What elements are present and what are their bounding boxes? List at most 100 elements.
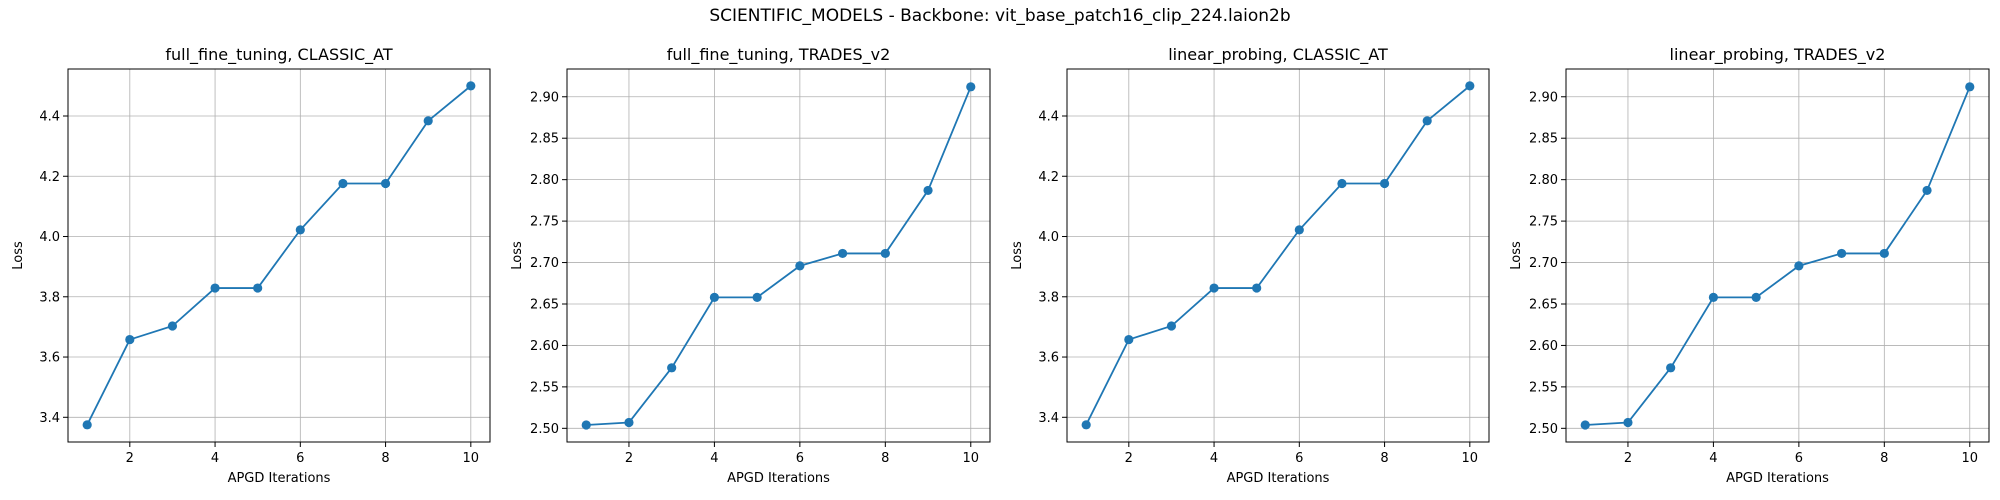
y-tick-label: 3.8 — [1038, 290, 1059, 305]
y-tick-label: 4.4 — [1038, 110, 1059, 125]
data-point — [210, 283, 220, 293]
data-point — [581, 420, 591, 430]
y-tick-label: 4.2 — [39, 170, 60, 185]
y-axis-label: Loss — [11, 241, 26, 270]
series-line — [86, 85, 472, 426]
y-tick-label: 2.60 — [530, 339, 559, 354]
data-point — [1836, 248, 1847, 259]
data-point — [795, 261, 805, 271]
data-point — [837, 248, 848, 259]
data-point — [253, 283, 263, 293]
x-tick-label: 6 — [1295, 451, 1303, 466]
data-point — [1252, 283, 1262, 293]
y-axis-label: Loss — [1010, 241, 1025, 270]
data-point — [1708, 292, 1719, 302]
y-tick-label: 4.0 — [1038, 230, 1059, 245]
y-tick-label: 2.55 — [530, 380, 559, 395]
x-tick-label: 4 — [1210, 451, 1218, 466]
y-tick-label: 2.50 — [530, 422, 559, 437]
x-tick-label: 10 — [1961, 451, 1978, 466]
subplot-3: 2 4 6 8 10 3.4 3.6 3.8 4.0 4.2 4.4 linear_probing, … — [1010, 45, 1490, 486]
x-tick-label: 10 — [962, 451, 979, 466]
data-point — [380, 178, 391, 189]
data-point — [423, 116, 433, 126]
data-point — [1922, 185, 1932, 196]
subplot-title: linear_probing, CLASSIC_AT — [1168, 45, 1388, 65]
x-tick-label: 6 — [796, 451, 804, 466]
axes-frame — [1565, 68, 1990, 443]
y-tick-label: 4.2 — [1038, 170, 1059, 185]
x-axis-label: APGD Iterations — [1227, 471, 1330, 486]
x-tick-label: 2 — [1624, 451, 1632, 466]
x-tick-label: 2 — [126, 451, 134, 466]
y-tick-label: 2.65 — [1529, 297, 1558, 312]
data-point — [338, 178, 348, 189]
y-tick-label: 2.70 — [530, 256, 559, 271]
axes-frame — [566, 68, 991, 443]
y-tick-label: 3.4 — [39, 411, 60, 426]
y-tick-label: 2.50 — [1529, 422, 1558, 437]
x-tick-label: 6 — [296, 451, 304, 466]
y-tick-label: 2.80 — [530, 173, 559, 188]
x-tick-label: 4 — [211, 451, 219, 466]
x-tick-label: 2 — [1125, 451, 1133, 466]
y-tick-label: 3.4 — [1038, 411, 1059, 426]
data-point — [1294, 225, 1304, 235]
x-axis-label: APGD Iterations — [727, 471, 830, 486]
data-point — [709, 292, 720, 302]
subplot-title: full_fine_tuning, CLASSIC_AT — [165, 45, 393, 65]
x-tick-label: 8 — [881, 451, 889, 466]
y-tick-label: 2.70 — [1529, 256, 1558, 271]
y-tick-label: 2.75 — [530, 215, 559, 230]
x-tick-label: 8 — [381, 451, 389, 466]
y-tick-label: 2.65 — [530, 297, 559, 312]
data-point — [966, 82, 976, 92]
subplot-4: 2 4 6 8 10 2.50 2.55 2.60 2.65 2.70 2.75 2.80 2.85 2.… — [1509, 45, 1990, 486]
data-point — [1965, 82, 1975, 92]
axes-frame — [67, 68, 491, 443]
series-line — [586, 86, 972, 426]
figure-suptitle: SCIENTIFIC_MODELS - Backbone: vit_base_p… — [709, 6, 1291, 26]
data-point — [1337, 178, 1347, 189]
data-point — [82, 420, 92, 430]
data-point — [624, 417, 634, 428]
y-tick-label: 3.6 — [39, 351, 60, 366]
x-tick-label: 4 — [710, 451, 718, 466]
data-point — [1124, 334, 1134, 345]
y-tick-label: 2.75 — [1529, 215, 1558, 230]
data-point — [1794, 261, 1804, 271]
data-point — [125, 334, 135, 345]
data-point — [1209, 283, 1219, 293]
data-point — [1623, 417, 1633, 428]
y-tick-label: 2.55 — [1529, 380, 1558, 395]
data-point — [1422, 116, 1432, 126]
y-tick-label: 4.4 — [39, 110, 60, 125]
y-tick-label: 2.85 — [1529, 132, 1558, 147]
data-point — [167, 321, 178, 331]
x-tick-label: 10 — [463, 451, 480, 466]
y-tick-label: 3.8 — [39, 290, 60, 305]
data-point — [1081, 420, 1091, 430]
data-point — [295, 225, 305, 235]
y-tick-label: 3.6 — [1038, 351, 1059, 366]
data-point — [1751, 292, 1761, 302]
data-point — [466, 81, 476, 91]
series-line — [1585, 86, 1971, 426]
data-point — [1580, 420, 1590, 430]
x-tick-label: 4 — [1709, 451, 1717, 466]
data-point — [1879, 248, 1889, 259]
y-axis-label: Loss — [1509, 241, 1524, 270]
y-tick-label: 2.60 — [1529, 339, 1558, 354]
axes-frame — [1066, 68, 1490, 443]
y-tick-label: 2.85 — [530, 132, 559, 147]
subplot-2: 2 4 6 8 10 2.50 2.55 2.60 2.65 2.70 2.75 2.80 2.85 2.… — [510, 45, 991, 486]
y-tick-label: 2.80 — [1529, 173, 1558, 188]
y-tick-label: 4.0 — [39, 230, 60, 245]
x-tick-label: 2 — [625, 451, 633, 466]
data-point — [880, 248, 890, 259]
series-line — [1085, 85, 1471, 426]
x-tick-label: 8 — [1880, 451, 1888, 466]
data-point — [1666, 363, 1676, 373]
data-point — [1166, 321, 1177, 331]
